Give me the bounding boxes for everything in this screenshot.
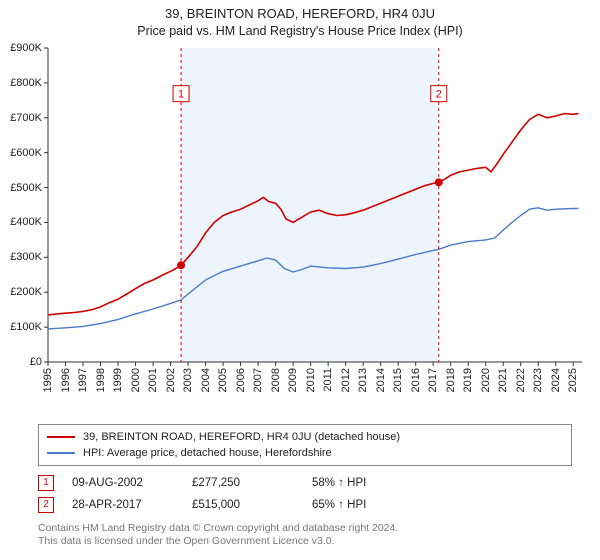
y-tick-label: £200K xyxy=(0,286,42,298)
x-tick-label: 2021 xyxy=(497,368,509,392)
x-tick-label: 2004 xyxy=(200,368,212,392)
x-tick-label: 1995 xyxy=(42,368,54,392)
x-tick-label: 2000 xyxy=(130,368,142,392)
x-tick-label: 2016 xyxy=(410,368,422,392)
x-tick-label: 2011 xyxy=(322,368,334,392)
y-tick-label: £900K xyxy=(0,42,42,54)
sale-price: £277,250 xyxy=(192,472,312,494)
svg-text:1: 1 xyxy=(178,89,184,101)
sale-marker-icon: 2 xyxy=(38,497,54,513)
sale-row: 2 28-APR-2017£515,00065% ↑ HPI xyxy=(38,494,572,516)
x-tick-label: 2008 xyxy=(270,368,282,392)
sale-marker-icon: 1 xyxy=(38,475,54,491)
x-axis-labels: 1995 1996 1997 1998 1999 2000 2001 2002 2003 2004… xyxy=(0,368,600,428)
x-tick-label: 1999 xyxy=(112,368,124,392)
x-tick-label: 1997 xyxy=(77,368,89,392)
x-tick-label: 2022 xyxy=(515,368,527,392)
sale-date: 09-AUG-2002 xyxy=(72,472,192,494)
chart-svg: 12 xyxy=(0,40,600,420)
legend-item: HPI: Average price, detached house, Here… xyxy=(47,445,563,461)
sale-pct-vs-hpi: 65% ↑ HPI xyxy=(312,494,432,516)
x-tick-label: 2001 xyxy=(147,368,159,392)
footer-line-1: Contains HM Land Registry data © Crown c… xyxy=(38,522,572,535)
legend-item: 39, BREINTON ROAD, HEREFORD, HR4 0JU (de… xyxy=(47,429,563,445)
x-tick-label: 2013 xyxy=(357,368,369,392)
x-tick-label: 2017 xyxy=(427,368,439,392)
legend-label: HPI: Average price, detached house, Here… xyxy=(83,445,332,461)
x-tick-label: 2007 xyxy=(252,368,264,392)
x-tick-label: 2006 xyxy=(235,368,247,392)
x-tick-label: 1998 xyxy=(95,368,107,392)
x-tick-label: 2009 xyxy=(287,368,299,392)
y-tick-label: £700K xyxy=(0,112,42,124)
x-tick-label: 1996 xyxy=(60,368,72,392)
x-tick-label: 2002 xyxy=(165,368,177,392)
sale-price: £515,000 xyxy=(192,494,312,516)
y-tick-label: £600K xyxy=(0,147,42,159)
legend-box: 39, BREINTON ROAD, HEREFORD, HR4 0JU (de… xyxy=(38,424,572,466)
y-tick-label: £500K xyxy=(0,182,42,194)
y-tick-label: £100K xyxy=(0,321,42,333)
footer-line-2: This data is licensed under the Open Gov… xyxy=(38,535,572,548)
y-tick-label: £400K xyxy=(0,216,42,228)
x-tick-label: 2014 xyxy=(375,368,387,392)
y-tick-label: £800K xyxy=(0,77,42,89)
legend-label: 39, BREINTON ROAD, HEREFORD, HR4 0JU (de… xyxy=(83,429,400,445)
x-tick-label: 2015 xyxy=(392,368,404,392)
x-tick-label: 2023 xyxy=(532,368,544,392)
footer-attribution: Contains HM Land Registry data © Crown c… xyxy=(38,522,572,548)
y-axis-labels: £0 £100K £200K £300K £400K £500K £600K £700K £80… xyxy=(0,40,42,420)
title-block: 39, BREINTON ROAD, HEREFORD, HR4 0JU Pri… xyxy=(0,0,600,40)
y-tick-label: £0 xyxy=(0,356,42,368)
x-tick-label: 2003 xyxy=(182,368,194,392)
svg-text:2: 2 xyxy=(436,89,442,101)
chart-subtitle: Price paid vs. HM Land Registry's House … xyxy=(8,24,592,38)
x-tick-label: 2019 xyxy=(462,368,474,392)
x-tick-label: 2010 xyxy=(305,368,317,392)
sale-row: 1 09-AUG-2002£277,25058% ↑ HPI xyxy=(38,472,572,494)
x-tick-label: 2005 xyxy=(217,368,229,392)
legend-swatch xyxy=(47,436,75,438)
address-title: 39, BREINTON ROAD, HEREFORD, HR4 0JU xyxy=(8,6,592,21)
sale-pct-vs-hpi: 58% ↑ HPI xyxy=(312,472,432,494)
legend-swatch xyxy=(47,452,75,454)
y-tick-label: £300K xyxy=(0,251,42,263)
x-tick-label: 2020 xyxy=(480,368,492,392)
x-tick-label: 2025 xyxy=(567,368,579,392)
x-tick-label: 2024 xyxy=(550,368,562,392)
sale-date: 28-APR-2017 xyxy=(72,494,192,516)
price-chart: 12 £0£100K£200K£300K£400K£500K£600K£700K… xyxy=(0,40,600,420)
x-tick-label: 2012 xyxy=(340,368,352,392)
sales-table: 1 09-AUG-2002£277,25058% ↑ HPI 2 28-APR-201… xyxy=(38,472,572,516)
x-tick-label: 2018 xyxy=(445,368,457,392)
page-root: 39, BREINTON ROAD, HEREFORD, HR4 0JU Pri… xyxy=(0,0,600,548)
